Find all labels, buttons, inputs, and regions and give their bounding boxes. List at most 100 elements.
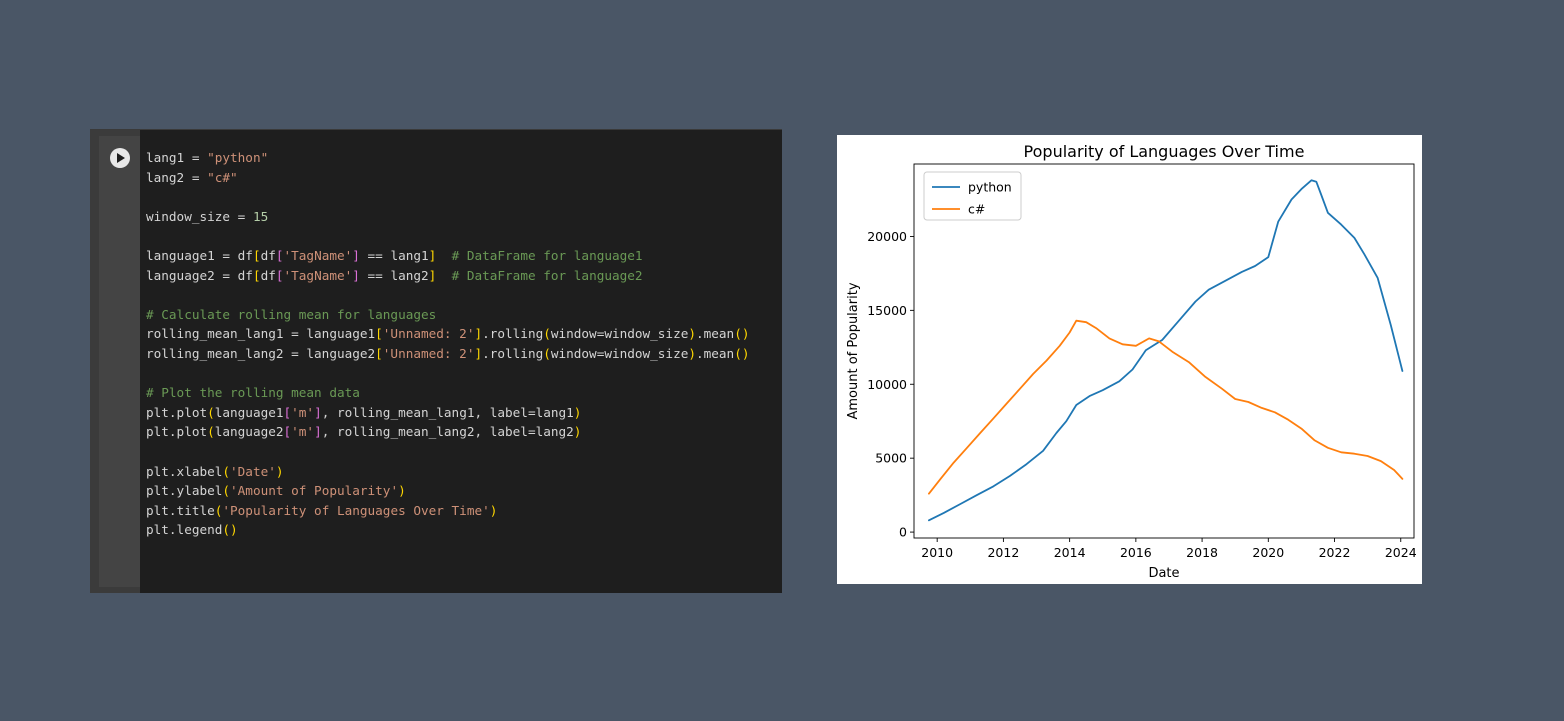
code-line: plt.ylabel('Amount of Popularity') — [146, 481, 749, 501]
code-line: plt.title('Popularity of Languages Over … — [146, 501, 749, 521]
x-tick-label: 2022 — [1319, 545, 1351, 560]
code-token: plt.title — [146, 502, 215, 518]
code-token: ( — [543, 326, 551, 342]
code-token: , rolling_mean_lang2, label=lang2 — [321, 424, 574, 440]
code-token: ] — [474, 326, 483, 342]
y-axis-label: Amount of Popularity — [846, 282, 861, 419]
code-line: plt.plot(language2['m'], rolling_mean_la… — [146, 422, 749, 442]
code-token: ] — [352, 267, 360, 283]
code-token: ] — [352, 247, 360, 263]
y-tick-label: 20000 — [867, 229, 907, 244]
code-token: [ — [375, 326, 383, 342]
code-token: 'm' — [291, 404, 315, 420]
code-token: rolling_mean_lang2 = language2 — [146, 345, 376, 361]
code-token: ( — [543, 345, 551, 361]
x-tick-label: 2012 — [987, 545, 1019, 560]
code-token: [ — [275, 267, 284, 283]
code-token: 'Popularity of Languages Over Time' — [222, 502, 490, 518]
code-token: 15 — [252, 208, 269, 224]
code-line: plt.legend() — [146, 520, 749, 540]
code-cell[interactable]: lang1 = "python" lang2 = "c#" window_size… — [90, 129, 782, 593]
code-token: [ — [283, 404, 292, 420]
code-token: [ — [375, 345, 383, 361]
code-token: ) — [688, 326, 696, 342]
code-token: plt.xlabel — [146, 463, 223, 479]
code-editor[interactable]: lang1 = "python" lang2 = "c#" window_size… — [146, 148, 749, 540]
x-tick-label: 2016 — [1120, 545, 1152, 560]
code-token: ) — [688, 345, 696, 361]
code-token: "c#" — [207, 169, 238, 185]
code-token: () — [222, 522, 238, 538]
x-tick-label: 2020 — [1252, 545, 1284, 560]
y-tick-label: 15000 — [867, 303, 907, 318]
code-token: 'TagName' — [283, 267, 353, 283]
code-line: rolling_mean_lang2 = language2['Unnamed:… — [146, 344, 749, 364]
code-token: ] — [474, 345, 483, 361]
code-token: ( — [207, 424, 215, 440]
code-token: ) — [398, 483, 406, 499]
series-line-c# — [928, 319, 1404, 495]
code-token: ) — [489, 502, 498, 518]
code-token: [ — [275, 247, 284, 263]
code-token: 'Unnamed: 2' — [382, 326, 475, 342]
code-line: # Calculate rolling mean for languages — [146, 305, 749, 325]
code-line: plt.xlabel('Date') — [146, 462, 749, 482]
code-token: plt.plot — [146, 424, 208, 440]
code-token: language1 = df — [146, 247, 253, 263]
code-token: () — [734, 345, 750, 361]
code-token: ] — [314, 424, 322, 440]
legend-box — [923, 171, 1022, 221]
code-line: rolling_mean_lang1 = language1['Unnamed:… — [146, 324, 749, 344]
code-token: language2 — [214, 424, 284, 440]
code-line — [146, 285, 749, 305]
code-line: lang1 = "python" — [146, 148, 749, 168]
x-tick-label: 2010 — [921, 545, 953, 560]
code-line: window_size = 15 — [146, 207, 749, 227]
code-token: ( — [214, 502, 223, 518]
series-line-python — [928, 179, 1404, 522]
code-line: plt.plot(language1['m'], rolling_mean_la… — [146, 403, 749, 423]
code-token: plt.ylabel — [146, 483, 223, 499]
y-tick-label: 5000 — [875, 451, 907, 466]
axes-frame — [913, 163, 1415, 539]
code-token: "python" — [207, 150, 269, 165]
code-token: ( — [222, 463, 231, 479]
code-line — [146, 442, 749, 462]
code-token: 'm' — [291, 424, 315, 440]
cell-gutter — [90, 130, 140, 593]
code-line — [146, 187, 749, 207]
code-token: ) — [573, 424, 582, 440]
code-line: language2 = df[df['TagName'] == lang2] #… — [146, 266, 749, 286]
code-token: language1 — [214, 404, 284, 420]
code-token: .rolling — [482, 326, 544, 342]
code-token: df — [260, 267, 276, 283]
code-line: lang2 = "c#" — [146, 168, 749, 188]
code-token: ] — [428, 247, 437, 263]
code-token: plt.plot — [146, 404, 208, 420]
line-chart: Popularity of Languages Over Time 2010 201… — [846, 142, 1417, 581]
code-token: ] — [314, 404, 322, 420]
y-tick-label: 10000 — [867, 377, 907, 392]
cell-gutter-inner — [99, 136, 140, 587]
code-token: ) — [573, 404, 582, 420]
code-token: .mean — [696, 326, 735, 342]
code-token: () — [734, 326, 750, 342]
code-line: # Plot the rolling mean data — [146, 383, 749, 403]
code-token: 'Unnamed: 2' — [382, 345, 475, 361]
legend-label: python — [968, 180, 1012, 195]
code-token: lang1 = — [146, 150, 208, 165]
code-token: ( — [207, 404, 215, 420]
run-cell-button[interactable] — [110, 148, 130, 168]
code-line — [146, 226, 749, 246]
code-token: # DataFrame for language2 — [436, 267, 643, 283]
code-line: language1 = df[df['TagName'] == lang1] #… — [146, 246, 749, 266]
code-token: window_size = — [146, 208, 253, 224]
plot-output: Popularity of Languages Over Time 2010 201… — [837, 135, 1422, 584]
code-token: .rolling — [482, 345, 544, 361]
chart-title: Popularity of Languages Over Time — [1024, 142, 1305, 161]
code-token: # DataFrame for language1 — [436, 247, 643, 263]
code-token: rolling_mean_lang1 = language1 — [146, 326, 376, 342]
x-tick-label: 2014 — [1054, 545, 1086, 560]
code-token: df — [260, 247, 276, 263]
code-token: ] — [428, 267, 437, 283]
